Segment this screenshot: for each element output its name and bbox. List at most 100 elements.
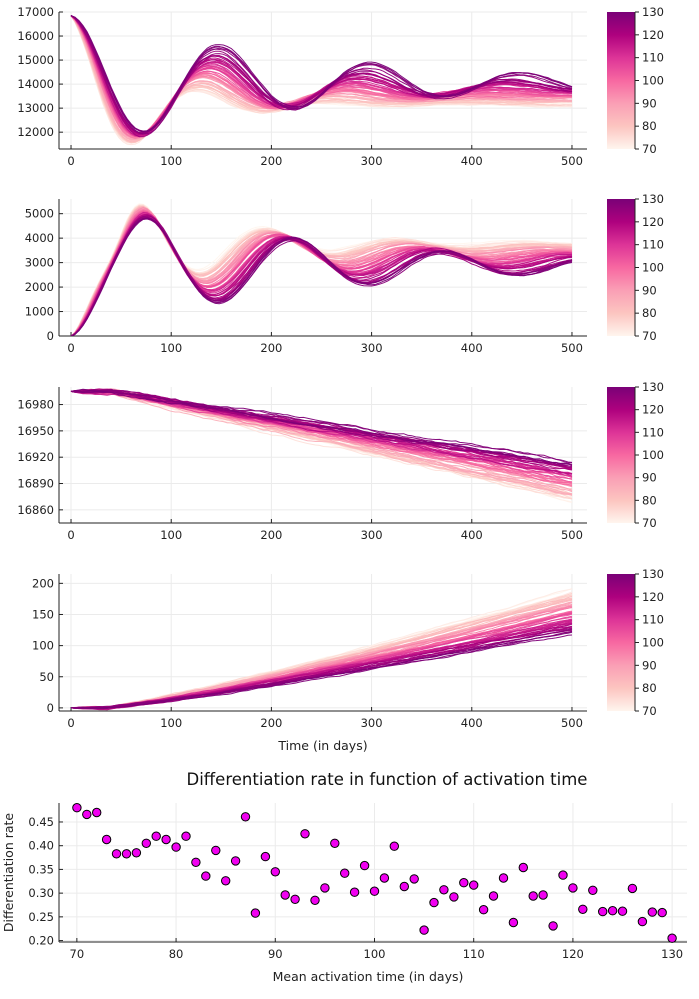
x-tick-label: 500 [561, 154, 583, 168]
y-tick-label: 0.45 [28, 815, 54, 829]
scatter-point-42 [488, 891, 499, 901]
x-tick-label: 200 [260, 716, 282, 730]
y-tick-label: 16920 [17, 450, 54, 464]
y-tick-label: 100 [32, 639, 54, 653]
scatter-point-18 [250, 908, 261, 918]
colorbar-tick-label: 120 [642, 28, 664, 42]
scatter-point-48 [548, 921, 558, 931]
y-tick-label: 15000 [17, 53, 54, 67]
x-tick-label: 80 [169, 947, 184, 961]
figure-layer: 0 100 200 300 400 500120001300014000150001600… [1, 5, 687, 984]
scatter-point-60 [667, 933, 677, 943]
scatter-point-31 [379, 873, 390, 883]
colorbar-tick-label: 80 [642, 493, 657, 507]
x-tick-label: 300 [361, 154, 383, 168]
scatter-point-47 [538, 890, 548, 900]
colorbar-tick-label: 70 [642, 516, 657, 530]
scatter-point-35 [419, 925, 429, 935]
scatter-point-7 [141, 838, 152, 848]
series-group [70, 15, 573, 146]
colorbar-tick-label: 110 [642, 51, 664, 65]
scatter-point-28 [349, 887, 360, 897]
colorbar-tick-label: 130 [642, 192, 664, 206]
scatter-point-21 [280, 890, 290, 900]
scatter-point-27 [340, 868, 350, 878]
scatter-point-43 [498, 873, 509, 883]
y-tick-label: 200 [32, 576, 54, 590]
x-tick-label: 0 [67, 716, 74, 730]
colorbar-tick-label: 90 [642, 283, 657, 297]
x-tick-label: 100 [160, 528, 182, 542]
colorbar-gradient [607, 12, 635, 149]
series-line-14 [70, 599, 573, 709]
y-tick-label: 16950 [17, 424, 54, 438]
y-tick-label: 16000 [17, 29, 54, 43]
x-tick-label: 300 [361, 716, 383, 730]
y-tick-label: 16890 [17, 477, 54, 491]
scatter-point-16 [230, 856, 241, 866]
x-tick-label: 110 [463, 947, 485, 961]
scatter-point-54 [607, 906, 618, 916]
colorbar-tick-label: 100 [642, 448, 664, 462]
y-tick-label: 50 [39, 670, 54, 684]
scatter-point-34 [409, 874, 419, 884]
scatter-point-39 [459, 878, 469, 888]
y-tick-label: 0.35 [28, 862, 54, 876]
x-tick-label: 120 [562, 947, 584, 961]
scatter-point-45 [518, 862, 528, 873]
x-tick-label: 400 [461, 341, 483, 355]
x-tick-label: 200 [260, 341, 282, 355]
scatter-point-0 [72, 803, 82, 813]
colorbar-tick-label: 90 [642, 96, 657, 110]
scatter-point-6 [131, 848, 142, 858]
colorbar-tick-label: 70 [642, 329, 657, 343]
x-tick-label: 500 [561, 528, 583, 542]
scatter-point-13 [201, 871, 211, 881]
scatter-point-26 [330, 838, 340, 848]
scatter-point-56 [627, 883, 638, 894]
series-line-59 [70, 631, 573, 709]
x-tick-label: 90 [268, 947, 283, 961]
x-tick-label: 0 [67, 528, 74, 542]
colorbar-tick-label: 110 [642, 613, 664, 627]
scatter-point-49 [558, 870, 568, 880]
scatter-point-32 [389, 841, 399, 851]
scatter-point-55 [617, 906, 628, 916]
scatter-points [72, 803, 677, 943]
x-tick-label: 0 [67, 341, 74, 355]
scatter-point-23 [300, 829, 310, 839]
y-tick-label: 0 [47, 701, 54, 715]
scatter-point-25 [320, 883, 330, 893]
y-tick-label: 16980 [17, 398, 54, 412]
x-axis-title: Time (in days) [277, 738, 367, 753]
y-tick-label: 0.25 [28, 910, 54, 924]
axes-4: 70 80 90 100 110 120 130 0.20 0.25 0.30 0.35 0.40 0.… [28, 803, 687, 961]
x-tick-label: 100 [160, 154, 182, 168]
colorbar-3: 70 80 90 100 110 120 130 [607, 567, 664, 718]
scatter-point-1 [82, 809, 92, 820]
colorbar-0: 70 80 90 100 110 120 130 [607, 5, 664, 156]
scatter-point-52 [588, 885, 598, 895]
y-tick-label: 13000 [17, 101, 54, 115]
x-tick-label: 300 [361, 341, 383, 355]
scatter-point-20 [270, 867, 280, 877]
scatter-point-37 [439, 885, 449, 895]
colorbar-tick-label: 70 [642, 142, 657, 156]
x-tick-label: 100 [160, 341, 182, 355]
series-group [70, 203, 573, 336]
scatter-point-41 [478, 905, 489, 915]
colorbar-tick-label: 80 [642, 119, 657, 133]
x-tick-label: 200 [260, 528, 282, 542]
x-tick-label: 400 [461, 528, 483, 542]
series-group [70, 588, 573, 711]
scatter-point-51 [578, 904, 588, 914]
y-tick-label: 16860 [17, 503, 54, 517]
y-tick-label: 14000 [17, 77, 54, 91]
series-line-58 [70, 390, 573, 463]
y-tick-label: 0.30 [28, 886, 54, 900]
y-tick-label: 150 [32, 607, 54, 621]
scatter-point-17 [240, 812, 251, 822]
colorbar-tick-label: 130 [642, 567, 664, 581]
